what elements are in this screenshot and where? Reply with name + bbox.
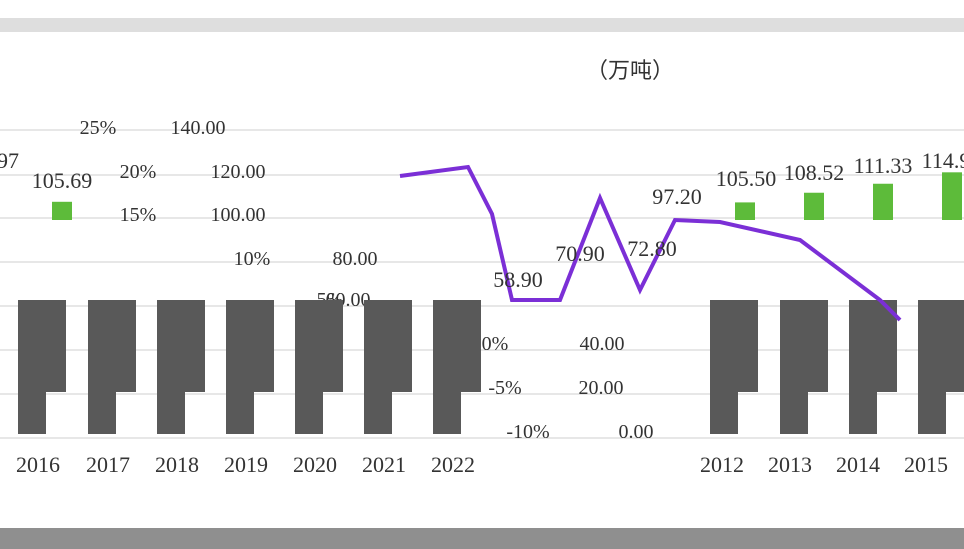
y-left-tick-label: 80.00 xyxy=(333,248,378,270)
value-label: 72.80 xyxy=(627,236,677,261)
value-label: 105.69 xyxy=(32,168,93,193)
value-label: 108.52 xyxy=(784,160,845,185)
x-tick-label: 2016 xyxy=(16,452,60,477)
y-right-tick-label: 10% xyxy=(234,248,271,270)
y-right-tick-label: 20% xyxy=(120,161,157,183)
title-band xyxy=(0,18,964,32)
chart-subtitle: （万吨） xyxy=(586,58,674,83)
y-right-tick-label: 25% xyxy=(80,117,117,139)
dark-bar xyxy=(295,300,343,392)
dark-bar xyxy=(88,300,136,392)
x-tick-label: 2022 xyxy=(431,452,475,477)
dark-bar xyxy=(710,300,758,392)
dark-bar xyxy=(18,300,66,392)
y-right-tick-label: 15% xyxy=(120,204,157,226)
x-tick-label: 2017 xyxy=(86,452,130,477)
green-bar xyxy=(735,202,755,220)
dark-bar xyxy=(780,300,828,392)
green-bar xyxy=(804,192,824,220)
y-right-tick-label: 0% xyxy=(482,333,509,355)
growth-line xyxy=(399,164,902,322)
dark-bar-lower xyxy=(710,392,738,434)
x-tick-label: 2013 xyxy=(768,452,812,477)
dark-bar-lower xyxy=(226,392,254,434)
x-tick-label: 2020 xyxy=(293,452,337,477)
dark-bar-lower xyxy=(364,392,392,434)
x-axis-labels: 2016 2017 2018 2019 2020 2021 2022 2012 2013 2014… xyxy=(16,452,948,477)
dark-bar-lower xyxy=(780,392,808,434)
x-tick-label: 2012 xyxy=(700,452,744,477)
value-label: 114.9 xyxy=(922,148,964,173)
dark-bar-lower xyxy=(295,392,323,434)
dark-bar xyxy=(849,300,897,392)
x-tick-label: 2021 xyxy=(362,452,406,477)
y-right-tick-label: -5% xyxy=(488,377,521,399)
dark-bar xyxy=(226,300,274,392)
y-left-tick-label: 20.00 xyxy=(579,377,624,399)
green-bar xyxy=(942,172,962,220)
x-tick-label: 2019 xyxy=(224,452,268,477)
bottom-band xyxy=(0,528,964,549)
green-bar xyxy=(52,201,72,220)
growth-line-path xyxy=(399,164,902,322)
dark-bar-lower xyxy=(157,392,185,434)
value-label: 70.90 xyxy=(555,241,605,266)
x-tick-label: 2018 xyxy=(155,452,199,477)
y-left-tick-label: 120.00 xyxy=(211,161,266,183)
value-label: 97.20 xyxy=(652,184,702,209)
value-label: 97 xyxy=(0,148,19,173)
dark-bar-lower xyxy=(18,392,46,434)
dark-bars xyxy=(18,300,964,434)
dark-bar xyxy=(157,300,205,392)
dark-bar xyxy=(918,300,964,392)
dark-bar xyxy=(433,300,481,392)
green-bars xyxy=(52,172,962,220)
x-tick-label: 2015 xyxy=(904,452,948,477)
green-bar xyxy=(873,183,893,220)
value-label: 105.50 xyxy=(716,166,777,191)
dark-bar-lower xyxy=(433,392,461,434)
value-labels: 97 105.69 58.90 70.90 72.80 97.20 105.50 108.52… xyxy=(0,148,964,292)
y-axis-right-labels: 25%20%15%10%5%0%-5%-10% xyxy=(80,117,550,443)
dark-bar-lower xyxy=(849,392,877,434)
y-left-tick-label: 140.00 xyxy=(171,117,226,139)
value-label: 58.90 xyxy=(493,267,543,292)
value-label: 111.33 xyxy=(854,153,913,178)
y-left-tick-label: 40.00 xyxy=(580,333,625,355)
y-left-tick-label: 100.00 xyxy=(211,204,266,226)
dark-bar-lower xyxy=(88,392,116,434)
y-right-tick-label: -10% xyxy=(506,421,549,443)
dark-bar xyxy=(364,300,412,392)
x-tick-label: 2014 xyxy=(836,452,880,477)
dark-bar-lower xyxy=(918,392,946,434)
y-left-tick-label: 0.00 xyxy=(619,421,654,443)
